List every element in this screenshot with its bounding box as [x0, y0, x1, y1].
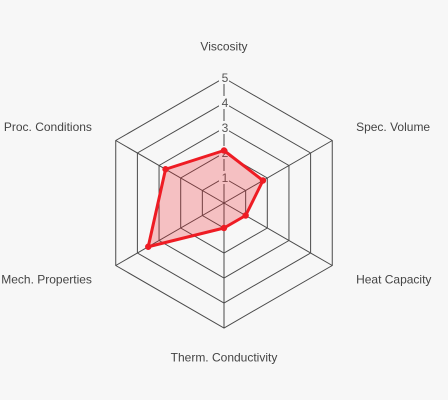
axis-label-mech-properties: Mech. Properties — [1, 272, 92, 286]
tick-label: 5 — [222, 71, 229, 85]
axis-label-spec-volume: Spec. Volume — [356, 120, 430, 134]
data-point-3 — [220, 224, 228, 232]
tick-label-bg — [219, 71, 229, 84]
series-layer — [145, 147, 267, 250]
tick-label: 1 — [222, 171, 229, 185]
tick-label-bg — [219, 96, 229, 109]
axis-label-heat-capacity: Heat Capacity — [356, 272, 431, 286]
axis-label-viscosity: Viscosity — [200, 40, 247, 54]
spoke-5 — [115, 140, 225, 204]
tick-label: 3 — [222, 121, 229, 135]
data-point-5 — [162, 166, 169, 173]
data-point-4 — [145, 243, 152, 250]
spoke-1 — [223, 140, 333, 204]
tick-label: 4 — [222, 96, 229, 110]
spoke-2 — [223, 202, 333, 266]
data-point-2 — [242, 212, 249, 219]
tick-label-bg — [219, 171, 229, 184]
axis-label-proc-conditions: Proc. Conditions — [4, 120, 92, 134]
spoke-4 — [115, 202, 225, 266]
axis-label-therm-conductivity: Therm. Conductivity — [171, 351, 278, 365]
tick-label-bg — [219, 121, 229, 134]
data-point-1 — [259, 177, 267, 184]
axis-label-layer: Viscosity Spec. Volume Heat Capacity Therm.… — [1, 40, 431, 365]
data-point-0 — [220, 147, 228, 154]
series-area — [146, 149, 265, 249]
